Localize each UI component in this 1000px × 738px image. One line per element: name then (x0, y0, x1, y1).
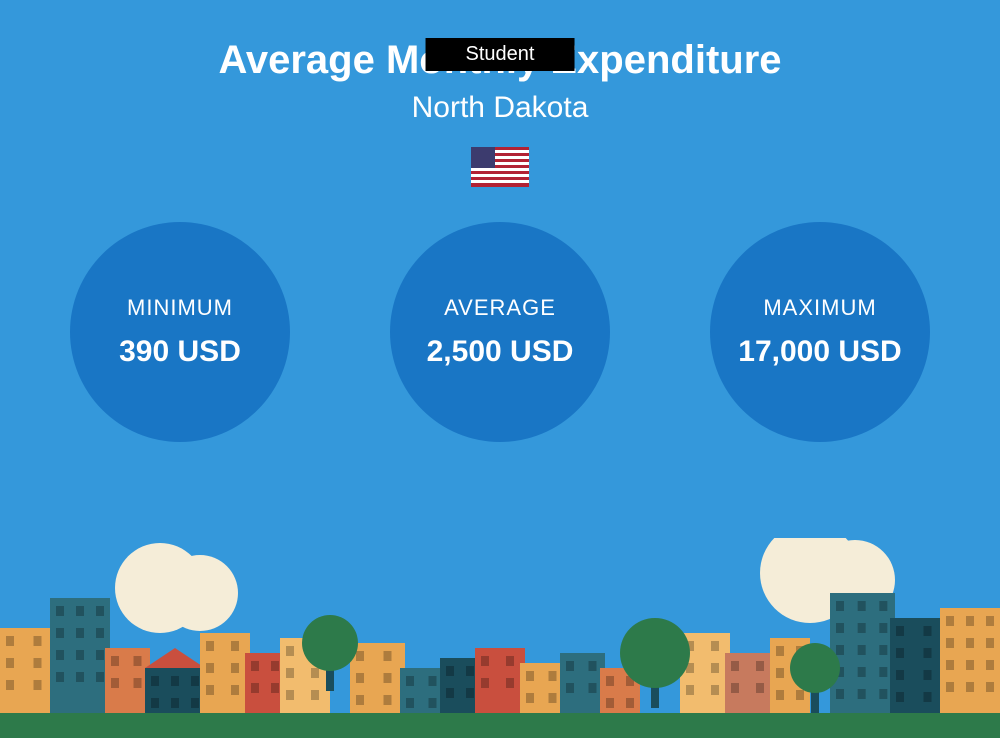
stat-maximum: MAXIMUM 17,000 USD (710, 222, 930, 442)
location-subtitle: North Dakota (0, 91, 1000, 125)
stat-average: AVERAGE 2,500 USD (390, 222, 610, 442)
cityscape-illustration (0, 538, 1000, 738)
usa-flag-icon (471, 147, 529, 187)
stat-value: 390 USD (119, 335, 241, 369)
stats-container: MINIMUM 390 USD AVERAGE 2,500 USD MAXIMU… (0, 222, 1000, 442)
stat-label: AVERAGE (444, 295, 556, 321)
stat-value: 2,500 USD (427, 335, 574, 369)
category-badge: Student (426, 38, 575, 71)
stat-label: MINIMUM (127, 295, 233, 321)
stat-label: MAXIMUM (763, 295, 876, 321)
stat-minimum: MINIMUM 390 USD (70, 222, 290, 442)
stat-value: 17,000 USD (738, 335, 901, 369)
